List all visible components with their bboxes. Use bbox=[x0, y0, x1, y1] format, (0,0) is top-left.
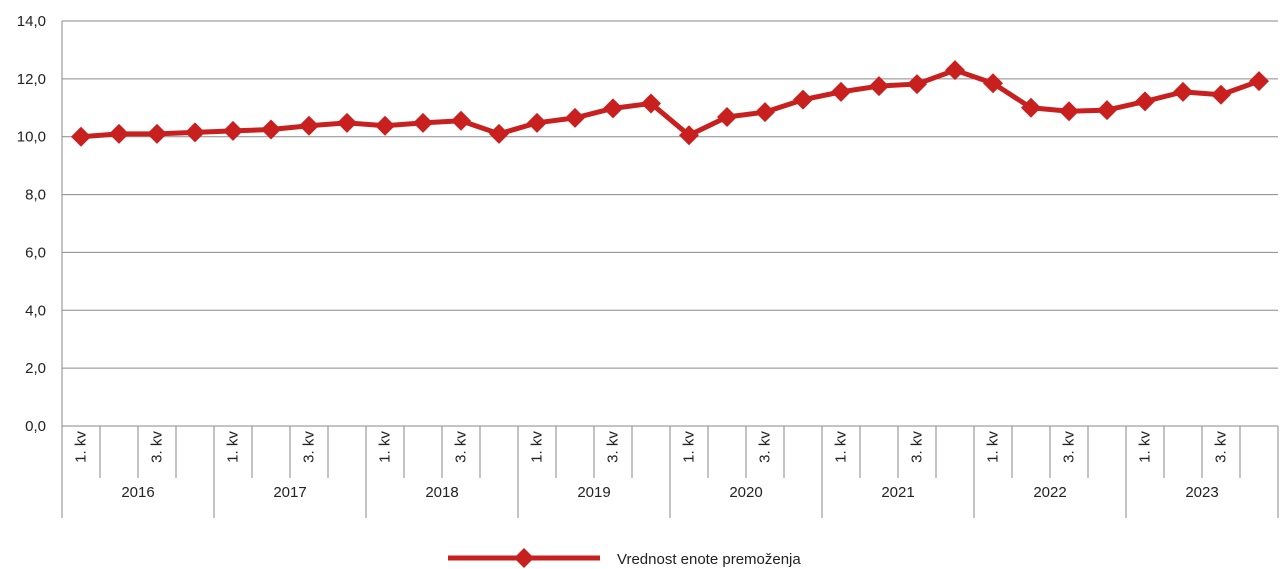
data-point bbox=[413, 112, 433, 133]
quarter-label: 3. kv bbox=[605, 431, 622, 463]
year-label: 2018 bbox=[425, 484, 458, 501]
data-point bbox=[1021, 97, 1041, 118]
y-tick-label: 4,0 bbox=[25, 302, 46, 319]
data-point bbox=[375, 115, 395, 136]
quarter-label: 3. kv bbox=[453, 431, 470, 463]
y-axis-tick-labels: 0,0 2,0 4,0 6,0 8,0 10,0 12,0 14,0 bbox=[17, 13, 46, 435]
year-label: 2021 bbox=[881, 484, 914, 501]
year-label: 2020 bbox=[729, 484, 762, 501]
y-tick-label: 8,0 bbox=[25, 187, 46, 204]
quarter-label: 1. kv bbox=[833, 431, 850, 463]
data-point bbox=[983, 73, 1003, 94]
year-label: 2019 bbox=[577, 484, 610, 501]
data-point bbox=[185, 122, 205, 143]
data-point bbox=[755, 102, 775, 123]
legend-label: Vrednost enote premoženja bbox=[617, 551, 801, 568]
quarter-label: 1. kv bbox=[377, 431, 394, 463]
data-point bbox=[945, 60, 965, 81]
data-point bbox=[1097, 100, 1117, 121]
quarter-label: 3. kv bbox=[1213, 431, 1230, 463]
data-point bbox=[679, 125, 699, 146]
legend: Vrednost enote premoženja bbox=[448, 548, 801, 568]
data-point bbox=[1211, 84, 1231, 105]
data-point bbox=[1173, 81, 1193, 102]
year-label: 2016 bbox=[121, 484, 154, 501]
quarter-label: 3. kv bbox=[301, 431, 318, 463]
data-point bbox=[1059, 101, 1079, 122]
data-point bbox=[907, 74, 927, 95]
quarter-label: 1. kv bbox=[681, 431, 698, 463]
y-tick-label: 14,0 bbox=[17, 13, 46, 30]
data-point bbox=[717, 107, 737, 128]
quarter-label: 3. kv bbox=[149, 431, 166, 463]
quarter-label: 3. kv bbox=[909, 431, 926, 463]
series-line bbox=[80, 67, 1260, 140]
data-point bbox=[869, 76, 889, 97]
year-label: 2023 bbox=[1185, 484, 1218, 501]
quarter-label: 3. kv bbox=[1061, 431, 1078, 463]
year-label: 2022 bbox=[1033, 484, 1066, 501]
data-point bbox=[109, 123, 129, 144]
data-point bbox=[261, 119, 281, 140]
data-point bbox=[299, 115, 319, 136]
quarter-label: 1. kv bbox=[225, 431, 242, 463]
legend-diamond-icon bbox=[514, 548, 534, 568]
x-axis: 1. kv 3. kv 1. kv 3. kv 1. kv 3. kv 1. kv 3. kv… bbox=[61, 426, 1279, 518]
data-point bbox=[565, 107, 585, 128]
data-point bbox=[71, 126, 91, 147]
data-point bbox=[489, 123, 509, 144]
data-point bbox=[603, 98, 623, 119]
quarter-label: 1. kv bbox=[1137, 431, 1154, 463]
data-point bbox=[223, 120, 243, 141]
y-tick-label: 10,0 bbox=[17, 129, 46, 146]
data-point bbox=[1249, 71, 1269, 92]
data-point bbox=[147, 123, 167, 144]
y-tick-label: 6,0 bbox=[25, 244, 46, 261]
series-group bbox=[71, 60, 1269, 147]
y-tick-label: 2,0 bbox=[25, 360, 46, 377]
quarter-label: 1. kv bbox=[73, 431, 90, 463]
quarter-label: 1. kv bbox=[985, 431, 1002, 463]
quarter-label: 1. kv bbox=[529, 431, 546, 463]
data-point bbox=[451, 110, 471, 131]
data-point bbox=[793, 89, 813, 110]
data-point bbox=[1135, 91, 1155, 112]
gridlines bbox=[61, 20, 1278, 427]
data-point bbox=[831, 81, 851, 102]
data-point bbox=[527, 112, 547, 133]
y-tick-label: 0,0 bbox=[25, 418, 46, 435]
data-point bbox=[641, 93, 661, 114]
year-label: 2017 bbox=[273, 484, 306, 501]
y-tick-label: 12,0 bbox=[17, 71, 46, 88]
legend-item: Vrednost enote premoženja bbox=[448, 548, 801, 568]
quarter-label: 3. kv bbox=[757, 431, 774, 463]
data-point bbox=[337, 112, 357, 133]
